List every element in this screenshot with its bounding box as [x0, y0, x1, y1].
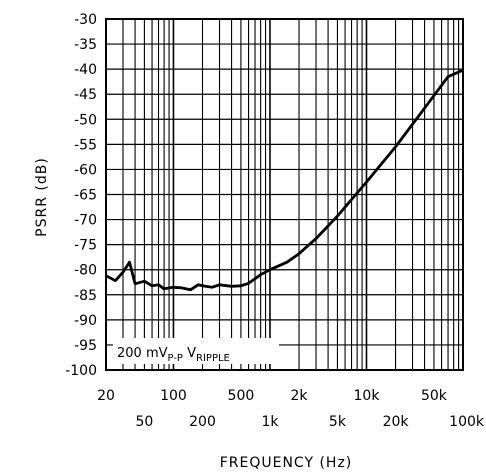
annotation-sub1: P-P — [168, 353, 183, 364]
y-tick-label: -65 — [74, 188, 97, 204]
y-tick-label: -75 — [74, 238, 97, 254]
annotation-background — [113, 338, 279, 364]
x-tick-label: 1k — [261, 414, 279, 430]
y-tick-label: -55 — [74, 137, 97, 153]
annotation-mid: V — [187, 346, 196, 361]
y-tick-label: -60 — [74, 162, 97, 178]
x-tick-label: 200 — [189, 414, 216, 430]
data-series-line — [105, 68, 464, 292]
y-tick-label: -70 — [74, 213, 97, 229]
x-tick-label: 2k — [291, 388, 309, 404]
y-tick-label: -100 — [65, 363, 97, 379]
plot-frame — [105, 18, 464, 371]
y-tick-label: -50 — [74, 112, 97, 128]
annotation-sub2: RIPPLE — [196, 353, 230, 364]
y-tick-label: -35 — [74, 37, 97, 53]
annotation: 200 mVP-P VRIPPLE — [113, 338, 279, 364]
annotation-text: 200 mVP-P VRIPPLE — [117, 346, 230, 364]
x-tick-label: 5k — [329, 414, 347, 430]
x-tick-label: 100k — [449, 414, 485, 430]
x-tick-label: 50 — [135, 414, 153, 430]
x-tick-label: 20k — [383, 414, 410, 430]
x-tick-label: 20 — [97, 388, 115, 404]
annotation-prefix: 200 mV — [117, 346, 168, 361]
y-tick-label: -95 — [74, 338, 97, 354]
x-tick-label: 50k — [421, 388, 448, 404]
x-axis-title: FREQUENCY (Hz) — [220, 455, 353, 471]
y-tick-label: -30 — [74, 12, 97, 28]
y-tick-label: -90 — [74, 313, 97, 329]
x-tick-label: 100 — [160, 388, 187, 404]
y-tick-label: -40 — [74, 62, 97, 78]
y-axis-ticks: -30 -35 -40 -45 -50 -55 -60 -65 -70 -75 -80 -85 -90 -… — [65, 12, 97, 379]
y-tick-label: -80 — [74, 263, 97, 279]
plot-border — [105, 18, 464, 371]
y-tick-label: -45 — [74, 87, 97, 103]
x-tick-label: 10k — [354, 388, 381, 404]
x-axis-ticks: 20 100 500 2k 10k 50k 50 200 1k 5k 20k 100k — [97, 388, 485, 430]
y-tick-label: -85 — [74, 288, 97, 304]
plot-area — [105, 68, 464, 292]
grid — [106, 18, 463, 371]
x-tick-label: 500 — [228, 388, 255, 404]
y-axis-title: PSRR (dB) — [34, 157, 50, 237]
